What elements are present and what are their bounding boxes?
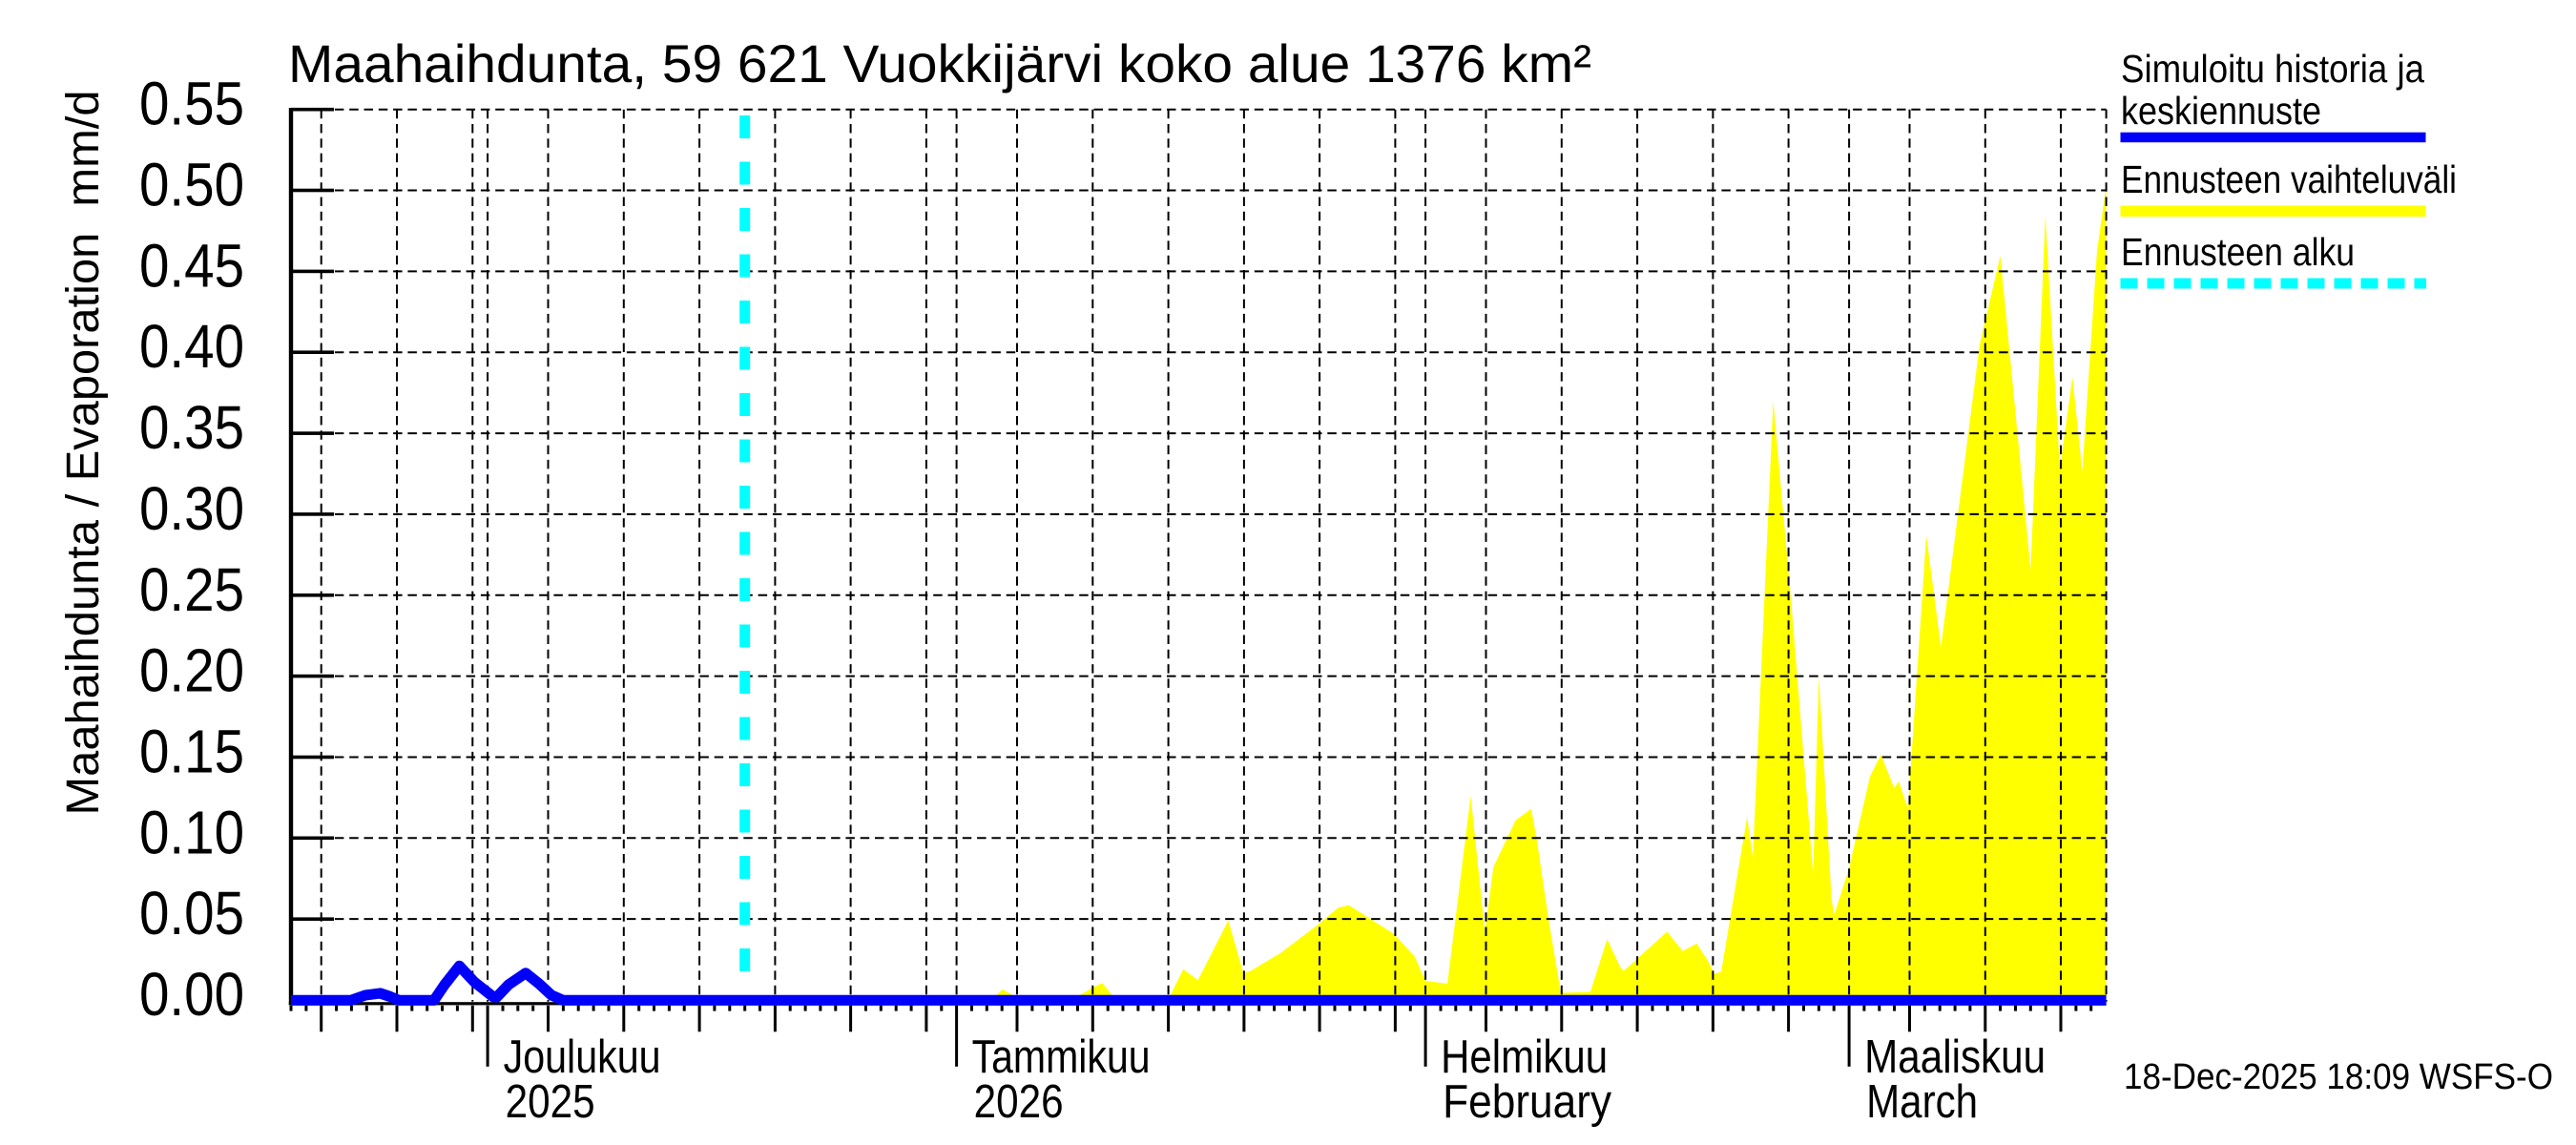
svg-text:0.50: 0.50 (139, 151, 244, 219)
svg-text:Maahaihdunta, 59 621 Vuokkijär: Maahaihdunta, 59 621 Vuokkijärvi koko al… (288, 33, 1591, 94)
svg-text:Ennusteen alku: Ennusteen alku (2121, 230, 2355, 274)
svg-text:Helmikuu: Helmikuu (1441, 1031, 1608, 1083)
svg-text:0.45: 0.45 (139, 231, 244, 300)
svg-text:February: February (1443, 1076, 1611, 1128)
svg-text:18-Dec-2025 18:09 WSFS-O: 18-Dec-2025 18:09 WSFS-O (2124, 1057, 2553, 1097)
svg-text:Ennusteen vaihteluväli: Ennusteen vaihteluväli (2121, 157, 2457, 201)
svg-text:Maahaihdunta / Evaporation mm: Maahaihdunta / Evaporation mm/d (58, 90, 109, 815)
svg-text:0.20: 0.20 (139, 636, 244, 705)
svg-text:Tammikuu: Tammikuu (972, 1031, 1151, 1083)
svg-text:0.35: 0.35 (139, 393, 244, 462)
svg-text:0.15: 0.15 (139, 717, 244, 785)
svg-text:Joulukuu: Joulukuu (504, 1031, 661, 1083)
svg-text:2026: 2026 (974, 1076, 1064, 1128)
svg-text:March: March (1866, 1076, 1978, 1128)
svg-text:0.05: 0.05 (139, 879, 244, 947)
svg-text:0.25: 0.25 (139, 555, 244, 624)
svg-text:Simuloitu historia ja: Simuloitu historia ja (2121, 47, 2424, 91)
svg-text:Maaliskuu: Maaliskuu (1864, 1031, 2046, 1083)
svg-text:0.10: 0.10 (139, 798, 244, 866)
svg-text:2025: 2025 (506, 1076, 595, 1128)
svg-text:0.55: 0.55 (139, 70, 244, 138)
svg-text:0.00: 0.00 (139, 960, 244, 1029)
svg-text:0.30: 0.30 (139, 474, 244, 543)
svg-text:0.40: 0.40 (139, 312, 244, 381)
svg-text:keskiennuste: keskiennuste (2121, 89, 2321, 133)
